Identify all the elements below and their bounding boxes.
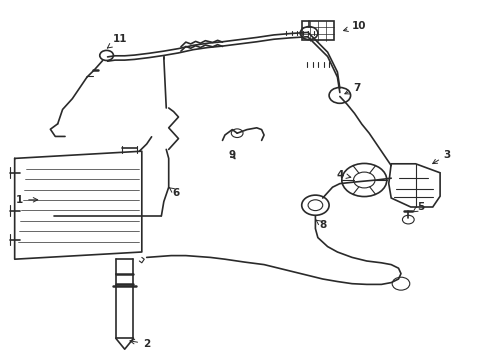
- Text: 3: 3: [432, 150, 450, 164]
- Text: 5: 5: [412, 202, 423, 212]
- Text: 2: 2: [130, 339, 150, 349]
- Text: 9: 9: [228, 150, 235, 160]
- Text: 1: 1: [16, 195, 38, 205]
- Text: 6: 6: [169, 188, 179, 198]
- Text: 10: 10: [343, 21, 366, 31]
- Bar: [302, 21, 333, 40]
- Text: 7: 7: [344, 83, 360, 94]
- Text: 11: 11: [107, 34, 127, 48]
- Text: 8: 8: [315, 220, 325, 230]
- Text: 4: 4: [335, 170, 350, 180]
